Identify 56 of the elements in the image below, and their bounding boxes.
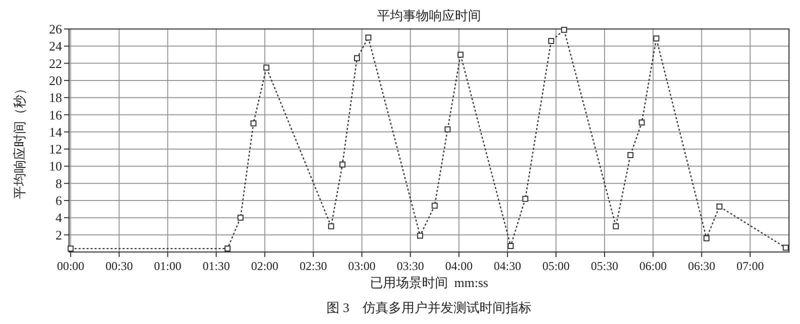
point (238, 214, 244, 221)
x-tick-label: 05:30 (590, 259, 618, 273)
point (561, 26, 568, 33)
point (508, 242, 514, 249)
x-tick-label: 06:00 (639, 259, 667, 273)
point (250, 120, 256, 126)
x-tick-label: 03:30 (396, 259, 424, 273)
y-tick-label: 6 (56, 193, 62, 208)
point (522, 196, 528, 202)
y-axis-title: 平均响应时间（秒） (12, 82, 27, 199)
x-tick-label: 00:30 (105, 259, 133, 273)
caption: 图 3 仿真多用户并发测试时间指标 (326, 300, 532, 315)
point (458, 52, 464, 58)
y-tick-label: 4 (56, 210, 62, 226)
point (328, 223, 334, 230)
point (548, 38, 554, 44)
y-tick-label: 10 (49, 158, 62, 174)
point (703, 235, 710, 242)
chart-title: 平均事物响应时间 (377, 8, 481, 23)
x-tick-label: 02:30 (300, 259, 327, 273)
x-tick-label: 02:00 (251, 259, 278, 273)
x-tick-label: 07:00 (736, 259, 764, 273)
y-tick-label: 24 (49, 38, 62, 54)
point (365, 34, 372, 41)
point (417, 232, 424, 239)
x-tick-label: 01:00 (154, 259, 182, 273)
x-tick-label: 03:00 (348, 259, 376, 273)
y-tick-label: 2 (56, 227, 62, 242)
x-axis-title: 已用场景时间 mm:ss (370, 275, 488, 290)
point (782, 244, 789, 251)
y-tick-label: 26 (49, 22, 62, 36)
point (432, 202, 438, 209)
point (612, 223, 619, 230)
x-tick-label: 04:30 (494, 259, 522, 273)
y-tick-label: 22 (49, 56, 62, 71)
point (263, 64, 270, 71)
point (638, 119, 645, 126)
point (68, 246, 74, 252)
x-tick-label: 00:00 (56, 259, 84, 273)
point (716, 204, 722, 210)
point (224, 246, 231, 252)
x-tick-label: 04:00 (445, 259, 473, 273)
x-tick-label: 01:30 (202, 259, 230, 273)
x-tick-label: 05:00 (542, 259, 570, 273)
point (444, 126, 451, 132)
y-tick-label: 18 (49, 90, 62, 106)
point (627, 152, 634, 158)
y-tick-label: 14 (49, 124, 62, 140)
y-tick-label: 12 (49, 142, 62, 157)
y-tick-label: 20 (49, 72, 62, 88)
point (339, 162, 346, 168)
x-tick-label: 06:30 (688, 259, 716, 273)
point (653, 35, 660, 42)
y-tick-label: 16 (49, 107, 62, 122)
y-tick-label: 8 (56, 176, 62, 191)
point (354, 55, 360, 62)
